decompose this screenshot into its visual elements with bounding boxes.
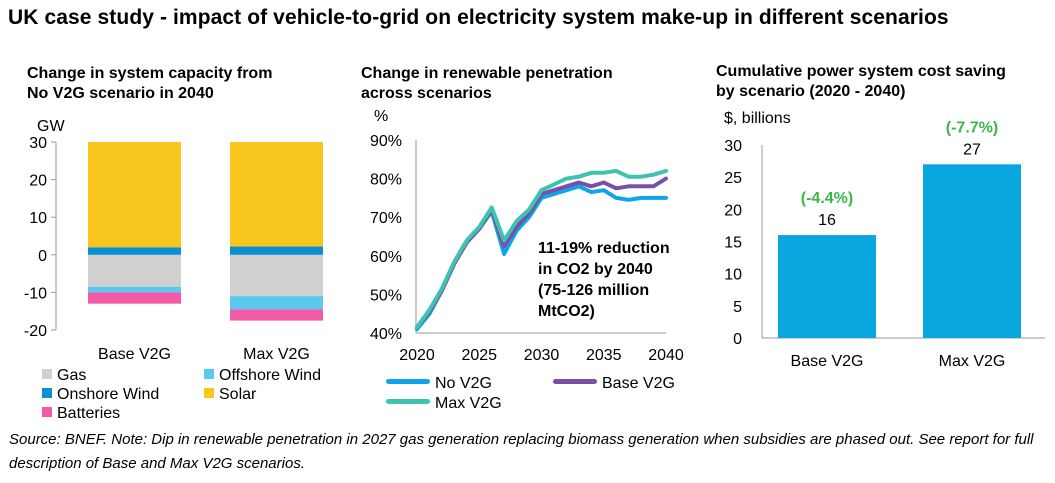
capacity-legend: Gas Offshore Wind Onshore Wind Solar Bat…: [42, 366, 342, 426]
cost-unit-label: $, billions: [724, 110, 791, 127]
cost-chart-title: Cumulative power system cost saving by s…: [716, 62, 1006, 102]
capacity-bar-batteries-base: [88, 292, 181, 304]
source-note: Source: BNEF. Note: Dip in renewable pen…: [9, 431, 1034, 472]
cost-bar-max: [923, 164, 1021, 338]
renewable-x-tick-label: 2035: [586, 347, 622, 364]
legend-label-no-v2g: No V2G: [435, 375, 492, 392]
renewable-line-max-v2g: [415, 168, 668, 330]
capacity-bar-solar-max: [230, 142, 323, 247]
cost-bar-chart: 30 25 20 15 10 5 0 16 (-4.4%) Base V2G 27 (-7.7%) Ma…: [724, 119, 1045, 370]
capacity-y-tick-label: 10: [29, 210, 47, 227]
capacity-chart-title: Change in system capacity from No V2G sc…: [27, 64, 272, 104]
max-v2g-line-swatch: [386, 399, 430, 404]
capacity-bar-offshore-wind-base: [88, 286, 181, 293]
co2-annotation: 11-19% reduction in CO2 by 2040 (75-126 …: [538, 238, 670, 322]
cost-percent-label: (-4.4%): [801, 190, 853, 207]
renewable-x-tick-label: 2020: [399, 347, 435, 364]
cost-chart-title-line2: by scenario (2020 - 2040): [716, 83, 906, 100]
legend-item-offshore-wind: Offshore Wind: [204, 366, 321, 385]
cost-bar-base: [778, 235, 876, 338]
capacity-y-tick-label: 0: [38, 248, 47, 265]
legend-item-base-v2g: Base V2G: [553, 374, 675, 393]
capacity-y-tick-label: -20: [24, 323, 47, 340]
capacity-bar-onshore-wind-max: [230, 246, 323, 255]
cost-x-tick-label: Max V2G: [939, 353, 1006, 370]
legend-label-solar: Solar: [219, 386, 257, 403]
capacity-bar-chart: 30 20 10 0 -10 -20 Base V2G Max V2G: [24, 135, 323, 363]
capacity-bar-offshore-wind-max: [230, 296, 323, 310]
cost-y-tick-label: 15: [724, 235, 742, 252]
legend-label-max-v2g: Max V2G: [435, 395, 502, 412]
legend-item-solar: Solar: [204, 385, 256, 404]
renewable-line-chart: 90% 80% 70% 60% 50% 40% 2020 2025 2030 2035 2040: [370, 133, 684, 364]
cost-value-label: 16: [818, 212, 836, 229]
legend-label-offshore-wind: Offshore Wind: [219, 367, 321, 384]
cost-y-tick-label: 0: [733, 331, 742, 348]
cost-y-tick-label: 5: [733, 299, 742, 316]
no-v2g-line-swatch: [386, 379, 430, 384]
capacity-chart-title-line2: No V2G scenario in 2040: [27, 85, 214, 102]
cost-chart-title-line1: Cumulative power system cost saving: [716, 63, 1006, 80]
legend-item-no-v2g: No V2G: [386, 374, 492, 393]
renewable-unit-label: %: [374, 108, 389, 125]
cost-y-tick-label: 20: [724, 202, 742, 219]
capacity-unit-label: GW: [37, 118, 65, 135]
page-title: UK case study - impact of vehicle-to-gri…: [8, 6, 949, 29]
capacity-y-tick-label: -10: [24, 285, 47, 302]
renewable-y-tick-label: 70%: [370, 210, 402, 227]
capacity-x-tick-label: Base V2G: [98, 346, 171, 363]
offshore-wind-swatch: [204, 369, 214, 379]
capacity-bar-batteries-max: [230, 309, 323, 321]
solar-swatch: [204, 388, 214, 398]
base-v2g-line-swatch: [553, 379, 597, 384]
legend-label-batteries: Batteries: [57, 405, 121, 422]
capacity-chart-title-line1: Change in system capacity from: [27, 65, 273, 82]
cost-y-tick-label: 30: [724, 138, 742, 155]
co2-annotation-line1: 11-19% reduction: [538, 240, 670, 257]
renewable-x-tick-label: 2025: [461, 347, 497, 364]
co2-annotation-line3: (75-126 million: [538, 282, 650, 299]
renewable-y-tick-label: 60%: [370, 249, 402, 266]
legend-label-base-v2g: Base V2G: [602, 375, 675, 392]
capacity-y-tick-label: 20: [29, 173, 47, 190]
legend-item-onshore-wind: Onshore Wind: [42, 385, 159, 404]
capacity-bar-gas-base: [88, 254, 181, 287]
cost-y-tick-label: 10: [724, 267, 742, 284]
capacity-bar-gas-max: [230, 254, 323, 297]
capacity-bar-onshore-wind-base: [88, 247, 181, 255]
capacity-y-tick-label: 30: [29, 135, 47, 152]
renewable-legend: No V2G Base V2G Max V2G: [386, 374, 706, 414]
cost-percent-label: (-7.7%): [946, 119, 998, 136]
gas-swatch: [42, 369, 52, 379]
renewable-x-tick-label: 2030: [524, 347, 560, 364]
cost-x-tick-label: Base V2G: [791, 353, 864, 370]
renewable-x-tick-label: 2040: [648, 347, 684, 364]
renewable-chart-title: Change in renewable penetration across s…: [361, 64, 613, 104]
capacity-bar-solar-base: [88, 142, 181, 248]
co2-annotation-line4: MtCO2): [538, 303, 595, 320]
legend-item-batteries: Batteries: [42, 404, 120, 423]
legend-label-gas: Gas: [57, 367, 87, 384]
cost-y-tick-label: 25: [724, 170, 742, 187]
renewable-chart-title-line2: across scenarios: [361, 85, 492, 102]
renewable-y-tick-label: 90%: [370, 133, 402, 150]
onshore-wind-swatch: [42, 388, 52, 398]
cost-value-label: 27: [963, 141, 981, 158]
renewable-y-tick-label: 50%: [370, 287, 402, 304]
renewable-chart-title-line1: Change in renewable penetration: [361, 65, 613, 82]
legend-label-onshore-wind: Onshore Wind: [57, 386, 160, 403]
legend-item-gas: Gas: [42, 366, 86, 385]
legend-item-max-v2g: Max V2G: [386, 394, 502, 413]
capacity-x-tick-label: Max V2G: [243, 346, 310, 363]
batteries-swatch: [42, 407, 52, 417]
renewable-y-tick-label: 40%: [370, 326, 402, 343]
renewable-y-tick-label: 80%: [370, 172, 402, 189]
co2-annotation-line2: in CO2 by 2040: [538, 261, 653, 278]
